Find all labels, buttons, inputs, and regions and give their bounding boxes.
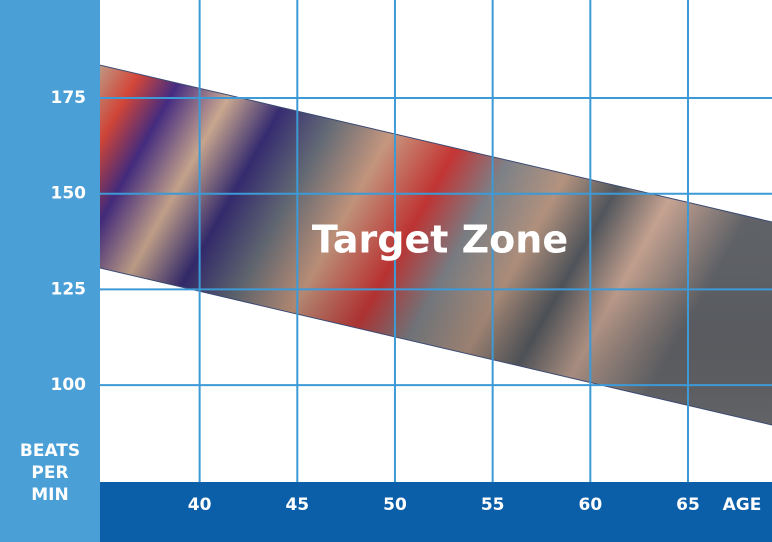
annotation: Target Zone — [312, 218, 568, 262]
x-tick-label: 45 — [285, 495, 309, 515]
x-axis-label: AGE — [723, 495, 762, 515]
y-axis-label: BEATS PER MIN — [8, 440, 92, 506]
y-tick-label: 175 — [51, 88, 87, 108]
page: {"chart_data": {"type": "band", "x_label… — [0, 0, 772, 542]
x-tick-label: 50 — [383, 495, 407, 515]
x-tick-label: 40 — [188, 495, 212, 515]
chart: 100 125 150 175 40 45 50 55 60 65 AGE Target Zone — [0, 0, 772, 542]
x-tick-label: 55 — [481, 495, 505, 515]
x-tick-label: 60 — [578, 495, 602, 515]
y-tick-label: 100 — [51, 375, 87, 395]
y-tick-label: 125 — [51, 279, 87, 299]
x-tick-label: 65 — [676, 495, 700, 515]
y-tick-label: 150 — [51, 184, 87, 204]
